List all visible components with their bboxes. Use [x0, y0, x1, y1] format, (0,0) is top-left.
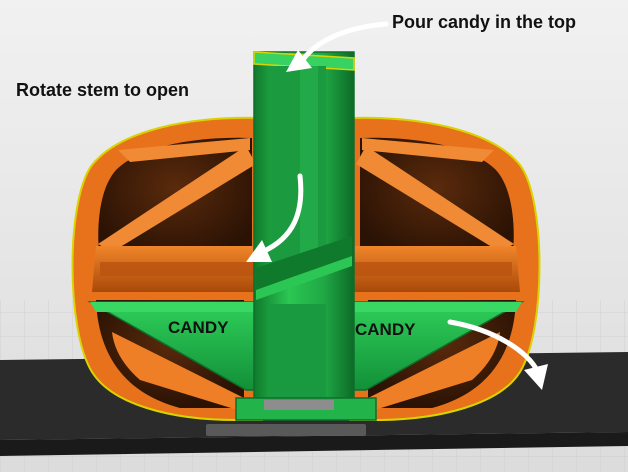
platform-brand-mark — [206, 424, 366, 436]
curved-arrow-icon — [447, 319, 548, 390]
curved-arrow-icon — [286, 21, 389, 72]
build-platform-edge — [0, 432, 628, 456]
rotate-stem-label: Rotate stem to open — [16, 80, 190, 100]
stem-divider — [256, 236, 352, 290]
stem-bore-highlight — [300, 66, 318, 272]
lower-bowl-left — [112, 332, 244, 412]
stem-divider-light — [256, 256, 352, 300]
funnel-wall-right — [356, 146, 514, 252]
funnel-wall-right-top — [362, 138, 494, 162]
curved-arrow-icon — [246, 173, 304, 262]
candy-label-left: CANDY — [168, 318, 229, 337]
funnel-wall-left-top — [118, 138, 250, 162]
stem-lower-bore — [270, 304, 326, 402]
pour-candy-label: Pour candy in the top — [392, 12, 577, 32]
stem-foot-base — [264, 400, 334, 410]
lower-bowl-right — [368, 332, 500, 412]
candy-label-right: CANDY — [355, 320, 416, 339]
funnel-wall-left — [98, 146, 256, 252]
